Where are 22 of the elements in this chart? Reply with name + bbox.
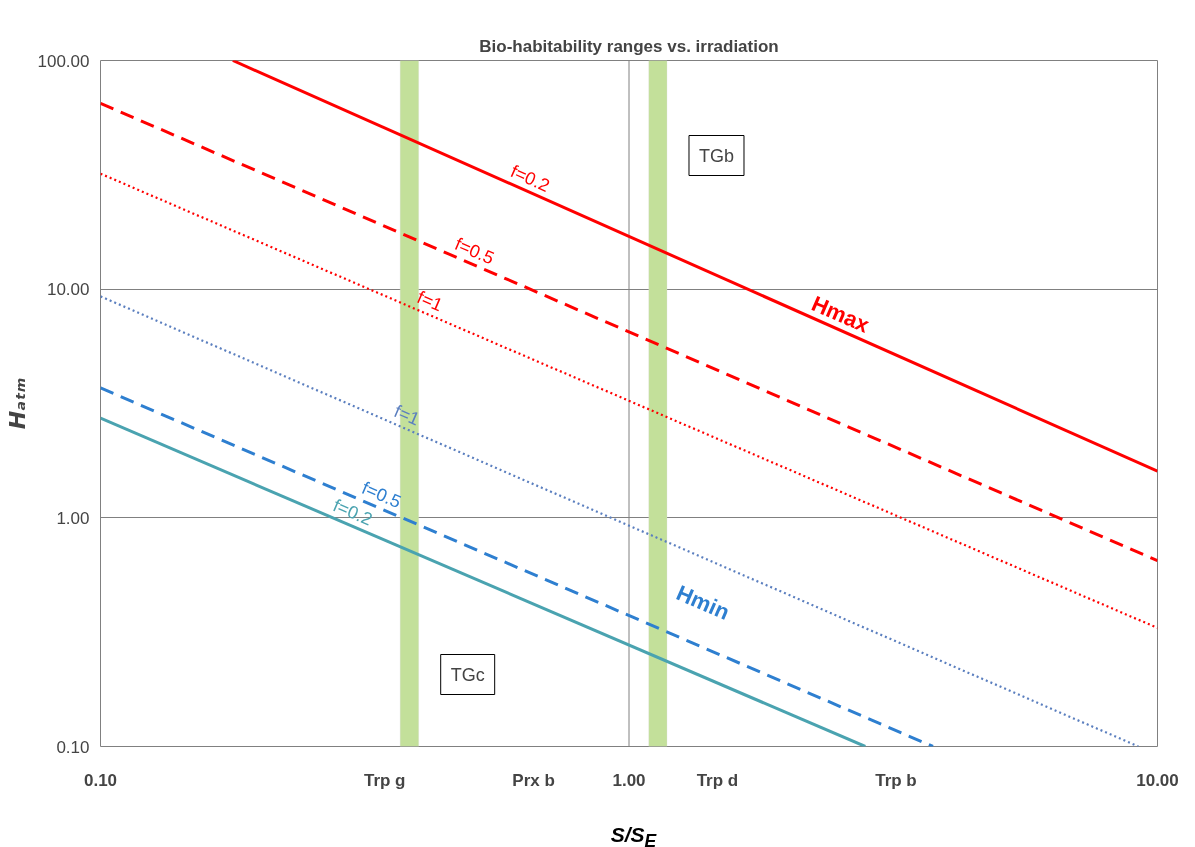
y-tick-label: 100.00: [37, 51, 90, 71]
y-tick-label: 10.00: [46, 280, 90, 300]
annotation: Hmin: [672, 580, 734, 625]
text: f=0.2: [507, 161, 553, 196]
annotation: Hmax: [807, 290, 874, 338]
x-tick-label: 1.00: [612, 770, 646, 790]
y-tick-label: 1.00: [56, 508, 90, 528]
text: f=1: [391, 401, 423, 430]
band-label: TGc: [450, 664, 485, 685]
text: f=0.5: [451, 233, 497, 269]
x-tick-label: 0.10: [83, 770, 118, 790]
x-tick-label: Trp d: [696, 770, 739, 790]
x-tick-label: Trp g: [363, 770, 406, 790]
x-tick-label: 10.00: [1136, 770, 1179, 790]
x-axis-title: S/S$_{E}$: [610, 822, 657, 847]
y-axis-title: Hₐₜₘ: [4, 377, 30, 430]
y-tick-label: 0.10: [56, 737, 90, 757]
x-tick-label: Trp b: [875, 770, 917, 790]
x-tick-label: Prx b: [512, 770, 555, 790]
chart-title: Bio-habitability ranges vs. irradiation: [479, 36, 779, 56]
band-label: TGb: [698, 145, 735, 166]
text: f=1: [414, 286, 446, 316]
